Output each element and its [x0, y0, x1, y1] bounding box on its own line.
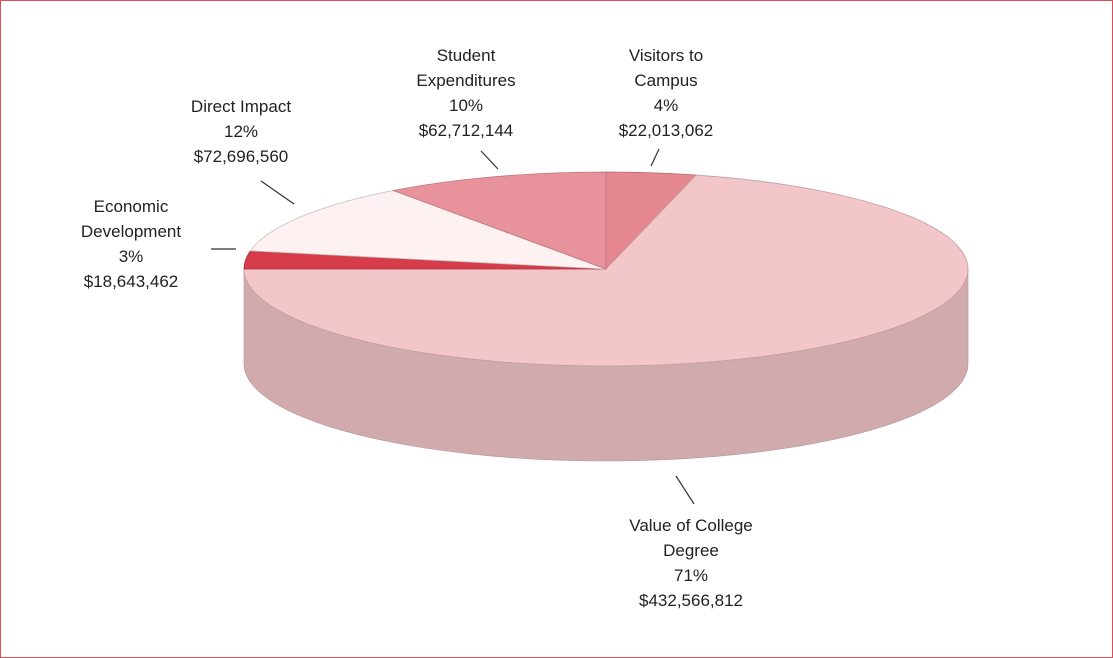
amount-label: $62,712,144 [418, 121, 514, 140]
slice-label: Direct Impact 12% $72,696,560 [161, 94, 321, 169]
percent-label: 4% [653, 96, 679, 115]
pie-slice [391, 171, 607, 270]
category-label: Visitors to Campus [628, 46, 704, 90]
percent-label: 12% [223, 122, 259, 141]
pie-slice [243, 174, 969, 367]
amount-label: $72,696,560 [193, 147, 289, 166]
pie-tops [243, 171, 969, 367]
category-label: Economic Development [80, 197, 182, 241]
leader-line [675, 475, 695, 505]
slice-label: Economic Development 3% $18,643,462 [75, 194, 187, 294]
percent-label: 71% [673, 566, 709, 585]
slice-label: Student Expenditures 10% $62,712,144 [406, 43, 526, 143]
leader-line [650, 148, 660, 167]
amount-label: $22,013,062 [618, 121, 714, 140]
leader-line [480, 150, 499, 170]
slice-label: Value of College Degree 71% $432,566,812 [629, 513, 753, 613]
category-label: Student Expenditures [416, 46, 516, 90]
slice-label: Visitors to Campus 4% $22,013,062 [611, 43, 721, 143]
percent-label: 10% [448, 96, 484, 115]
category-label: Value of College Degree [629, 516, 753, 560]
category-label: Direct Impact [190, 97, 292, 116]
amount-label: $18,643,462 [83, 272, 179, 291]
pie-slice [249, 190, 607, 270]
amount-label: $432,566,812 [639, 591, 743, 610]
percent-label: 3% [118, 247, 144, 266]
leader-line [260, 180, 295, 205]
